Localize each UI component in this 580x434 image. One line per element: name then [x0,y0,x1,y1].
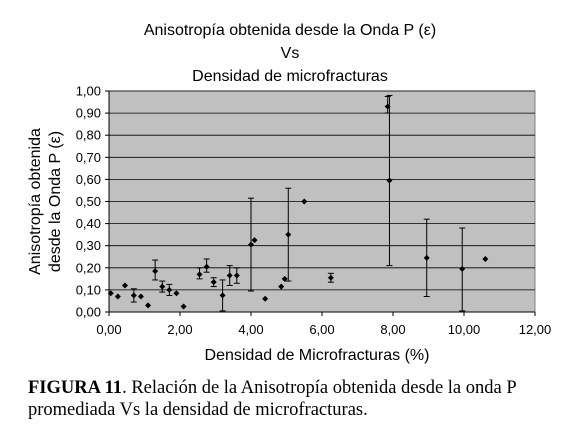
y-axis-label-line1: Anisotropía obtenida [27,128,44,275]
y-axis-label: Anisotropía obtenida desde la Onda P (ε) [27,128,64,275]
data-point [137,293,144,300]
x-tick-label: 2,00 [167,322,192,337]
data-point [196,271,203,278]
data-points [107,103,489,310]
data-point [423,254,430,261]
y-tick-label: 0,10 [76,282,101,297]
data-point [281,275,288,282]
chart-title-line3: Densidad de microfracturas [192,68,388,85]
data-point [459,265,466,272]
data-point [219,292,226,299]
y-tick-label: 0,80 [76,128,101,143]
x-tick-label: 10,00 [448,322,481,337]
data-point [107,290,114,297]
y-tick-label: 0,40 [76,216,101,231]
data-point [233,272,240,279]
data-point [173,290,180,297]
data-point [121,282,128,289]
y-tick-label: 0,20 [76,260,101,275]
data-point [251,237,258,244]
axes: 0,00 0,10 0,20 0,30 0,40 0,50 0,60 0,70 0,80 0,90… [76,84,552,338]
data-point [285,231,292,238]
data-point [210,279,217,286]
caption-text: . Relación de la Anisotropía obtenida de… [28,378,516,420]
x-tick-label: 4,00 [238,322,263,337]
data-point [203,263,210,270]
data-point [301,198,308,205]
x-tick-label: 12,00 [519,322,552,337]
data-point [159,283,166,290]
y-tick-label: 0,60 [76,172,101,187]
scatter-chart: 0,00 0,10 0,20 0,30 0,40 0,50 0,60 0,70 0,80 0,90… [27,84,552,365]
y-axis-label-line2: desde la Onda P (ε) [47,131,64,272]
data-point [384,103,391,110]
y-tick-label: 0,50 [76,194,101,209]
data-point [130,292,137,299]
y-tick-label: 0,00 [76,305,101,320]
data-point [327,274,334,281]
x-tick-label: 0,00 [96,322,121,337]
x-axis-label: Densidad de Microfracturas (%) [205,347,430,364]
data-point [152,268,159,275]
figure-caption: FIGURA 11. Relación de la Anisotropía ob… [28,377,568,421]
data-point [166,286,173,293]
data-point [145,302,152,309]
caption-label: FIGURA 11 [28,378,123,398]
x-tick-label: 6,00 [309,322,334,337]
chart-title: Anisotropía obtenida desde la Onda P (ε) [143,22,437,39]
data-point [482,255,489,262]
y-tick-label: 0,90 [76,106,101,121]
data-point [180,303,187,310]
data-point [114,293,121,300]
data-point [278,283,285,290]
y-tick-label: 0,70 [76,150,101,165]
y-tick-label: 0,30 [76,238,101,253]
data-point [262,295,269,302]
data-point [386,177,393,184]
y-tick-label: 1,00 [76,84,101,99]
chart-title-line2: Vs [280,45,300,62]
data-point [226,272,233,279]
x-tick-label: 8,00 [380,322,405,337]
data-point [248,241,254,248]
